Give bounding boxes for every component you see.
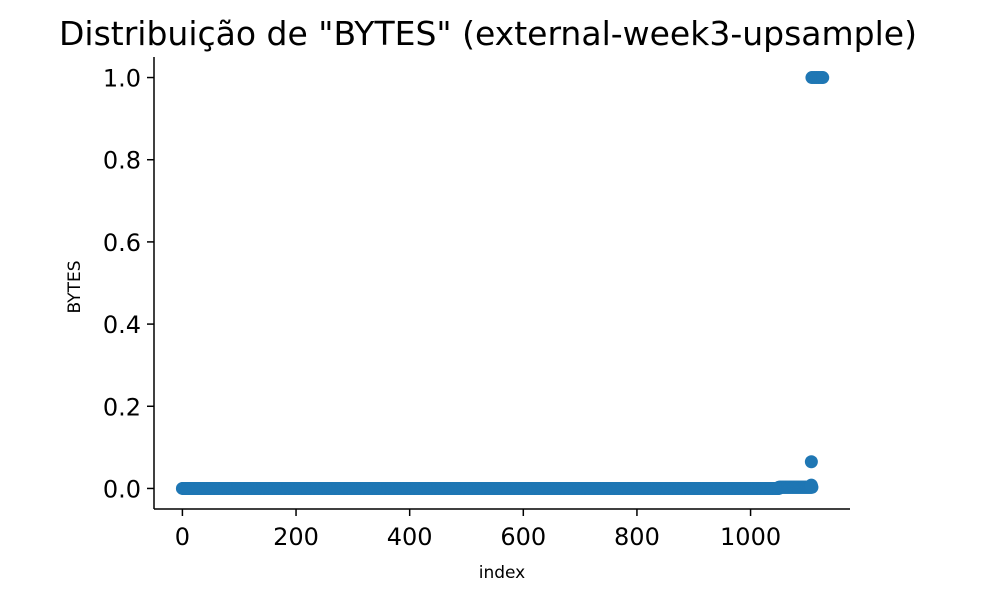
y-tick-label: 0.8 [103, 147, 141, 175]
x-tick-label: 400 [387, 523, 433, 551]
y-tick-label: 1.0 [103, 65, 141, 93]
y-tick-label: 0.4 [103, 311, 141, 339]
data-point [804, 455, 818, 469]
y-axis-ticks: 0.0 0.2 0.4 0.6 0.8 1.0 [103, 65, 154, 503]
x-tick-label: 800 [614, 523, 660, 551]
x-axis-ticks: 0 200 400 600 800 1000 [175, 509, 781, 551]
y-axis-label: BYTES [65, 260, 85, 313]
x-tick-label: 1000 [720, 523, 781, 551]
x-tick-label: 600 [500, 523, 546, 551]
x-axis-label: index [479, 563, 526, 583]
y-tick-label: 0.6 [103, 229, 141, 257]
x-tick-label: 200 [273, 523, 319, 551]
y-tick-label: 0.2 [103, 393, 141, 421]
chart-title: Distribuição de "BYTES" (external-week3-… [59, 14, 917, 53]
data-points [175, 71, 830, 495]
x-tick-label: 0 [175, 523, 190, 551]
data-point [816, 71, 830, 85]
data-point [804, 478, 818, 492]
y-tick-label: 0.0 [103, 475, 141, 503]
